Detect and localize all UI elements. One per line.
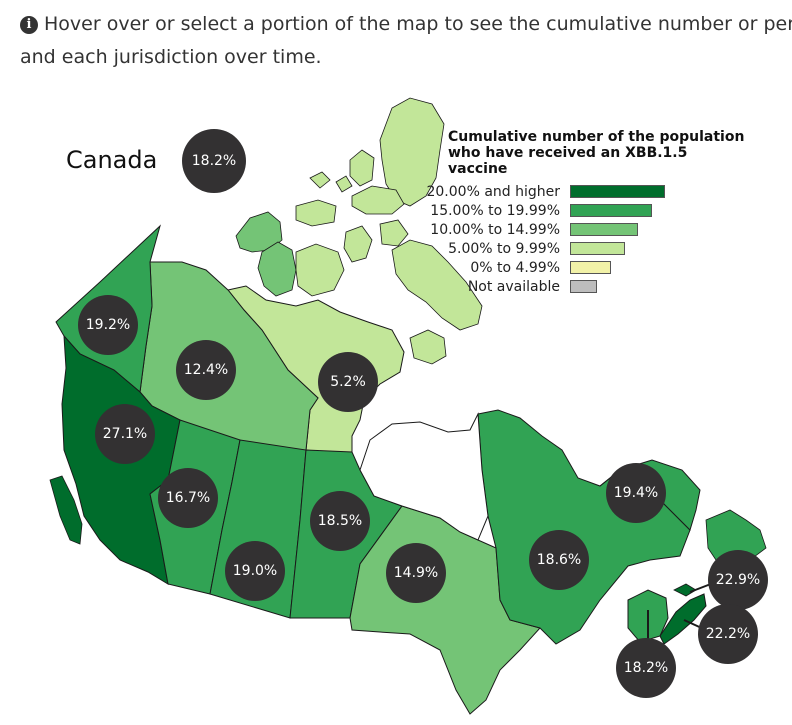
victoria-island-west[interactable] [257,241,297,297]
legend-item-swatch [570,223,638,236]
legend-item-label: Not available [467,279,560,295]
bubble-ontario[interactable]: 14.9% [386,543,446,603]
arctic-islands[interactable] [235,97,483,365]
vancouver-island[interactable] [49,475,83,545]
bubble-british-columbia[interactable]: 27.1% [95,404,155,464]
small-island-2[interactable] [335,175,353,193]
legend-item-swatch [570,242,625,255]
bubble-yukon[interactable]: 19.2% [78,295,138,355]
devon-island[interactable] [351,185,405,215]
legend-item[interactable]: Not available [440,278,730,296]
bubble-northwest-territories[interactable]: 12.4% [176,340,236,400]
bubble-newfoundland-labrador[interactable]: 19.4% [606,463,666,523]
legend-item[interactable]: 0% to 4.99% [440,259,730,277]
legend-item[interactable]: 5.00% to 9.99% [440,240,730,258]
banks-island[interactable] [235,211,283,253]
legend-item[interactable]: 10.00% to 14.99% [430,221,730,239]
baffin-island[interactable] [391,239,483,331]
intro-line-1: Hover over or select a portion of the ma… [44,13,792,35]
region-nova-scotia[interactable] [659,593,707,645]
southampton-island[interactable] [409,329,447,365]
victoria-island-east[interactable] [295,243,345,297]
country-value-bubble[interactable]: 18.2% [182,129,246,193]
small-island-1[interactable] [309,171,331,189]
intro-text: i Hover over or select a portion of the m… [20,8,792,74]
legend-title: Cumulative number of the population who … [448,129,748,177]
bubble-new-brunswick[interactable]: 18.2% [616,638,676,698]
legend-item[interactable]: 20.00% and higher [426,183,730,201]
newfoundland-island[interactable] [705,509,767,561]
legend-item[interactable]: 15.00% to 19.99% [430,202,730,220]
intro-line-2: and each jurisdiction over time. [20,46,322,68]
info-icon: i [20,16,38,34]
legend-item-swatch [570,204,652,217]
region-quebec[interactable] [477,409,691,645]
legend-item-label: 20.00% and higher [426,184,560,200]
bubble-quebec[interactable]: 18.6% [529,530,589,590]
legend-item-label: 5.00% to 9.99% [448,241,560,257]
legend-item-label: 0% to 4.99% [470,260,560,276]
legend-item-swatch [570,185,665,198]
bubble-alberta[interactable]: 16.7% [158,468,218,528]
bubble-nunavut[interactable]: 5.2% [318,352,378,412]
axel-heiberg-island[interactable] [349,149,375,187]
legend-item-swatch [570,280,597,293]
bubble-nova-scotia[interactable]: 22.2% [698,604,758,664]
legend-title-line-2: who have received an XBB.1.5 vaccine [448,145,688,177]
legend-item-label: 15.00% to 19.99% [430,203,560,219]
melville-island[interactable] [295,199,337,227]
bubble-manitoba[interactable]: 18.5% [310,491,370,551]
prince-of-wales-island[interactable] [343,225,373,263]
somerset-island[interactable] [379,219,409,247]
country-label: Canada [66,146,158,174]
ellesmere-island[interactable] [379,97,445,207]
bubble-prince-edward-island[interactable]: 22.9% [708,550,768,610]
hudson-bay [359,412,489,541]
legend-item-label: 10.00% to 14.99% [430,222,560,238]
bubble-saskatchewan[interactable]: 19.0% [225,541,285,601]
legend-item-swatch [570,261,611,274]
legend-title-line-1: Cumulative number of the population [448,129,745,145]
